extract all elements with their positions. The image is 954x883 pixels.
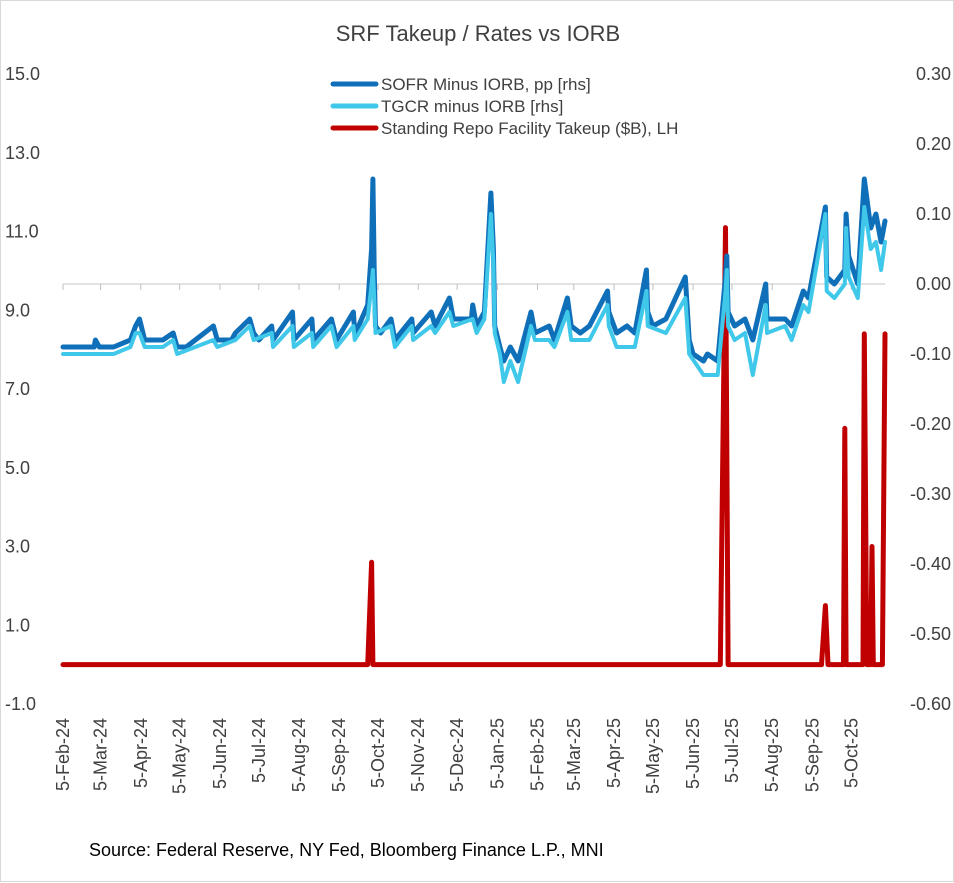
x-tick-label: 5-Jun-25 bbox=[683, 718, 703, 789]
series-line-srf bbox=[60, 225, 888, 668]
x-tick-label: 5-Dec-24 bbox=[447, 718, 467, 792]
left-tick-label: 1.0 bbox=[5, 615, 30, 635]
right-tick-label: -0.20 bbox=[910, 414, 951, 434]
source-note: Source: Federal Reserve, NY Fed, Bloombe… bbox=[89, 840, 604, 860]
x-tick-label: 5-Sep-25 bbox=[802, 718, 822, 792]
x-tick-label: 5-Feb-24 bbox=[53, 718, 73, 791]
x-tick-label: 5-Mar-24 bbox=[91, 718, 111, 791]
left-tick-label: 5.0 bbox=[5, 458, 30, 478]
right-tick-label: -0.30 bbox=[910, 484, 951, 504]
right-tick-label: 0.30 bbox=[916, 64, 951, 84]
right-tick-label: -0.50 bbox=[910, 624, 951, 644]
x-tick-label: 5-Jul-24 bbox=[249, 718, 269, 783]
x-tick-label: 5-Nov-24 bbox=[408, 718, 428, 792]
right-tick-label: -0.10 bbox=[910, 344, 951, 364]
x-tick-label: 5-Aug-25 bbox=[762, 718, 782, 792]
right-tick-label: 0.00 bbox=[916, 274, 951, 294]
left-tick-label: 13.0 bbox=[5, 143, 40, 163]
x-tick-label: 5-Jan-25 bbox=[487, 718, 507, 789]
x-tick-label: 5-Jun-24 bbox=[210, 718, 230, 789]
x-tick-label: 5-May-24 bbox=[170, 718, 190, 794]
left-tick-label: 9.0 bbox=[5, 300, 30, 320]
left-tick-label: 15.0 bbox=[5, 64, 40, 84]
x-tick-label: 5-Apr-24 bbox=[131, 718, 151, 788]
left-tick-label: 11.0 bbox=[5, 222, 39, 242]
x-tick-label: 5-Oct-24 bbox=[368, 718, 388, 788]
x-tick-label: 5-Sep-24 bbox=[329, 718, 349, 792]
x-tick-label: 5-Apr-25 bbox=[604, 718, 624, 788]
left-tick-label: 7.0 bbox=[5, 379, 30, 399]
x-tick-label: 5-Mar-25 bbox=[564, 718, 584, 791]
legend-label: SOFR Minus IORB, pp [rhs] bbox=[381, 75, 591, 94]
legend-label: Standing Repo Facility Takeup ($B), LH bbox=[381, 119, 678, 138]
left-tick-label: 3.0 bbox=[5, 537, 30, 557]
right-tick-label: 0.10 bbox=[916, 204, 951, 224]
x-tick-label: 5-Jul-25 bbox=[722, 718, 742, 783]
x-tick-label: 5-Feb-25 bbox=[528, 718, 548, 791]
x-tick-label: 5-Oct-25 bbox=[841, 718, 861, 788]
right-tick-label: -0.60 bbox=[910, 694, 951, 714]
series-line-tgcr bbox=[61, 205, 887, 384]
x-tick-label: 5-May-25 bbox=[643, 718, 663, 794]
right-tick-label: 0.20 bbox=[916, 134, 951, 154]
left-tick-label: -1.0 bbox=[5, 694, 36, 714]
right-tick-label: -0.40 bbox=[910, 554, 951, 574]
legend-label: TGCR minus IORB [rhs] bbox=[381, 97, 563, 116]
chart-title: SRF Takeup / Rates vs IORB bbox=[336, 21, 620, 46]
x-tick-label: 5-Aug-24 bbox=[289, 718, 309, 792]
